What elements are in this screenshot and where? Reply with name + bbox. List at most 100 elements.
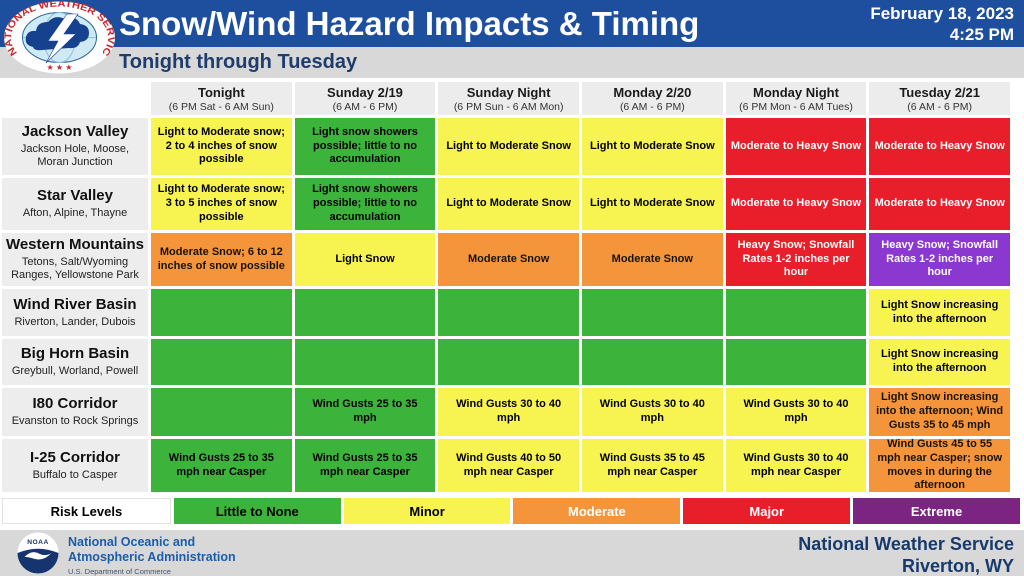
issued-datetime: February 18, 2023 4:25 PM xyxy=(870,3,1014,46)
area-label-cell: I-25 Corridor Buffalo to Casper xyxy=(2,439,148,492)
hazard-cell: Light Snow increasing into the afternoon… xyxy=(869,388,1010,436)
hazard-cell: Light to Moderate snow; 3 to 5 inches of… xyxy=(151,178,292,230)
hazard-cell xyxy=(582,289,723,336)
area-places: Jackson Hole, Moose, Moran Junction xyxy=(20,143,130,168)
column-header-sub: (6 PM Sat - 6 AM Sun) xyxy=(168,100,274,113)
column-header-label: Monday Night xyxy=(753,84,839,100)
legend-item: Extreme xyxy=(853,498,1020,524)
footer-bar: NOAA National Oceanic and Atmospheric Ad… xyxy=(0,530,1024,576)
column-header-label: Monday 2/20 xyxy=(613,84,692,100)
hazard-cell: Light snow showers possible; little to n… xyxy=(294,178,436,230)
column-header-cell: Monday Night (6 PM Mon - 6 AM Tues) xyxy=(725,82,867,115)
hazard-cell: Light Snow increasing into the afternoon xyxy=(869,289,1010,336)
column-header-sub: (6 PM Sun - 6 AM Mon) xyxy=(453,100,564,113)
column-header-sub: (6 AM - 6 PM) xyxy=(619,100,685,113)
column-header-cell: Tonight (6 PM Sat - 6 AM Sun) xyxy=(151,82,292,115)
hazard-cell: Moderate to Heavy Snow xyxy=(869,178,1010,230)
hazard-cell xyxy=(725,339,867,385)
legend-item: Major xyxy=(683,498,851,524)
issued-date: February 18, 2023 xyxy=(870,4,1014,23)
hazard-cell: Moderate to Heavy Snow xyxy=(725,178,867,230)
hazard-cell: Wind Gusts 30 to 40 mph near Casper xyxy=(725,439,867,492)
column-header-sub: (6 PM Mon - 6 AM Tues) xyxy=(739,100,853,113)
hazard-cell: Wind Gusts 35 to 45 mph near Casper xyxy=(582,439,723,492)
legend-item: Moderate xyxy=(513,498,681,524)
hazard-cell: Moderate Snow xyxy=(582,233,723,286)
area-places: Evanston to Rock Springs xyxy=(11,415,139,428)
area-places: Greybull, Worland, Powell xyxy=(11,365,139,378)
noaa-dept-line: U.S. Department of Commerce xyxy=(68,566,171,576)
area-name: Jackson Valley xyxy=(21,123,129,141)
hazard-cell xyxy=(294,339,436,385)
office-line1: National Weather Service xyxy=(798,534,1014,554)
area-label-cell: Western Mountains Tetons, Salt/Wyoming Ra… xyxy=(2,233,148,286)
hazard-cell: Light snow showers possible; little to n… xyxy=(294,118,436,175)
hazard-cell: Moderate Snow; 6 to 12 inches of snow po… xyxy=(151,233,292,286)
legend-item: Minor xyxy=(343,498,511,524)
hazard-cell: Light Snow increasing into the afternoon xyxy=(869,339,1010,385)
area-name: Star Valley xyxy=(37,187,113,205)
area-label-cell: I80 Corridor Evanston to Rock Springs xyxy=(2,388,148,436)
column-header-label: Tonight xyxy=(197,84,245,100)
hazard-table: Tonight (6 PM Sat - 6 AM Sun) Sunday 2/19(… xyxy=(2,82,1010,492)
noaa-logo-icon: NOAA xyxy=(17,532,59,574)
hazard-cell: Heavy Snow; Snowfall Rates 1-2 inches pe… xyxy=(725,233,867,286)
hazard-cell xyxy=(151,388,292,436)
area-label-cell: Big Horn Basin Greybull, Worland, Powell xyxy=(2,339,148,385)
hazard-cell: Moderate to Heavy Snow xyxy=(869,118,1010,175)
hazard-cell: Wind Gusts 30 to 40 mph xyxy=(438,388,579,436)
risk-legend: Risk Levels Little to None Minor Moderate M… xyxy=(2,498,1020,524)
nws-ring-stars: ★ ★ ★ xyxy=(47,63,73,72)
area-places: Tetons, Salt/Wyoming Ranges, Yellowstone… xyxy=(11,256,139,281)
area-name: Wind River Basin xyxy=(13,295,137,313)
hazard-cell xyxy=(725,289,867,336)
hazard-cell xyxy=(294,289,436,336)
column-header-cell: Sunday Night (6 PM Sun - 6 AM Mon) xyxy=(438,82,579,115)
valid-period-subtitle: Tonight through Tuesday xyxy=(119,51,358,73)
hazard-cell xyxy=(151,289,292,336)
hazard-cell: Moderate to Heavy Snow xyxy=(725,118,867,175)
area-name: Big Horn Basin xyxy=(20,345,130,363)
issued-time: 4:25 PM xyxy=(949,25,1014,45)
noaa-agency-text: National Oceanic and Atmospheric Adminis… xyxy=(68,535,236,576)
hazard-cell: Light to Moderate Snow xyxy=(582,178,723,230)
column-header-cell: Sunday 2/19 (6 AM - 6 PM) xyxy=(294,82,436,115)
hazard-cell xyxy=(582,339,723,385)
hazard-cell: Light to Moderate Snow xyxy=(438,178,579,230)
subtitle-bar: Tonight through Tuesday xyxy=(0,47,1024,78)
header-bar: Snow/Wind Hazard Impacts & Timing Februa… xyxy=(0,0,1024,47)
hazard-cell: Wind Gusts 25 to 35 mph near Casper xyxy=(151,439,292,492)
column-header-sub: (6 AM - 6 PM) xyxy=(332,100,398,113)
noaa-line1: National Oceanic and xyxy=(68,535,196,549)
column-header-label: Sunday 2/19 xyxy=(327,84,403,100)
area-places: Riverton, Lander, Dubois xyxy=(14,315,136,328)
area-places: Afton, Alpine, Thayne xyxy=(22,207,128,220)
hazard-cell xyxy=(438,289,579,336)
area-places: Buffalo to Casper xyxy=(32,468,118,481)
hazard-cell: Wind Gusts 40 to 50 mph near Casper xyxy=(438,439,579,492)
noaa-line2: Atmospheric Administration xyxy=(68,549,236,564)
hazard-cell: Light Snow xyxy=(294,233,436,286)
hazard-cell: Wind Gusts 30 to 40 mph xyxy=(725,388,867,436)
hazard-cell: Wind Gusts 30 to 40 mph xyxy=(582,388,723,436)
hazard-cell: Light to Moderate snow; 2 to 4 inches of… xyxy=(151,118,292,175)
column-header-cell: Tuesday 2/21 (6 AM - 6 PM) xyxy=(869,82,1010,115)
hazard-cell xyxy=(151,339,292,385)
hazard-cell: Light to Moderate Snow xyxy=(582,118,723,175)
hazard-cell: Wind Gusts 25 to 35 mph xyxy=(294,388,436,436)
noaa-abbr-text: NOAA xyxy=(27,539,49,546)
area-label-cell: Wind River Basin Riverton, Lander, Dubois xyxy=(2,289,148,336)
hazard-cell xyxy=(438,339,579,385)
column-header-label: Sunday Night xyxy=(466,84,551,100)
hazard-cell: Light to Moderate Snow xyxy=(438,118,579,175)
legend-item: Little to None xyxy=(173,498,341,524)
hazard-cell: Wind Gusts 45 to 55 mph near Casper; sno… xyxy=(869,438,1010,492)
table-corner-cell xyxy=(2,82,148,115)
hazard-cell: Moderate Snow xyxy=(438,233,579,286)
hazard-cell: Heavy Snow; Snowfall Rates 1-2 inches pe… xyxy=(869,233,1010,286)
hazard-cell: Wind Gusts 25 to 35 mph near Casper xyxy=(294,439,436,492)
issuing-office: National Weather Service Riverton, WY xyxy=(798,534,1014,576)
column-header-cell: Monday 2/20 (6 AM - 6 PM) xyxy=(582,82,723,115)
column-header-sub: (6 AM - 6 PM) xyxy=(907,100,973,113)
